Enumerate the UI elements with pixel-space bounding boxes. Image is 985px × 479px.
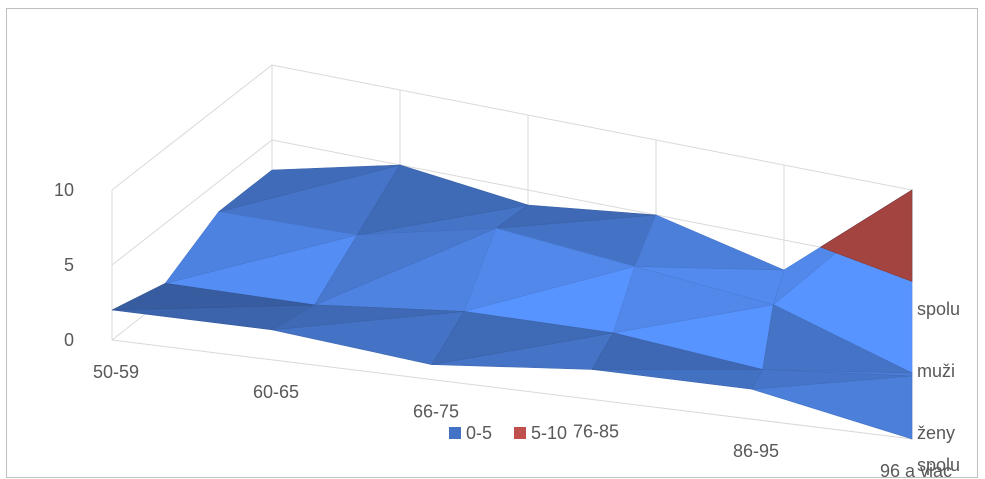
surface-facet: [356, 164, 529, 236]
surface-plot: [111, 164, 913, 440]
z-tick-label: 0: [64, 330, 74, 350]
legend-swatch: [449, 427, 461, 439]
depth-tick-label: muži: [917, 361, 955, 381]
surface-facet: [431, 311, 614, 366]
surface-facet: [612, 266, 774, 334]
surface-facet: [591, 332, 763, 370]
x-tick-label: 60-65: [253, 382, 299, 402]
surface-facet: [463, 227, 636, 312]
surface-facet: [751, 369, 913, 390]
x-tick-label: 50-59: [93, 362, 139, 382]
surface-facet: [164, 211, 358, 284]
legend-label: 0-5: [466, 423, 492, 443]
x-tick-label: 86-95: [733, 441, 779, 461]
surface-facet: [591, 369, 764, 390]
x-tick-label: 76-85: [573, 421, 619, 441]
x-tick-label: 66-75: [413, 402, 459, 422]
surface-facet: [271, 304, 465, 331]
surface-facet: [494, 204, 657, 229]
surface-facet-high: [819, 189, 913, 282]
surface-facet: [218, 164, 401, 212]
depth-tick-label: spolu: [917, 299, 960, 319]
legend-swatch: [514, 427, 526, 439]
legend: 0-5 5-10: [449, 423, 567, 443]
surface-facet: [313, 227, 497, 306]
legend-label: 5-10: [531, 423, 567, 443]
surface-facet: [111, 282, 315, 311]
depth-tick-label: ženy: [917, 423, 955, 443]
chart-frame: 0 5 10 50-59 60-65 66-75 76-85 86-95 96 a viac že…: [6, 8, 978, 479]
depth-tick-label: spolu: [917, 455, 960, 475]
z-tick-label: 5: [64, 255, 74, 275]
z-tick-label: 10: [54, 180, 74, 200]
surface-facet: [762, 304, 913, 374]
surface-facet: [634, 214, 785, 271]
